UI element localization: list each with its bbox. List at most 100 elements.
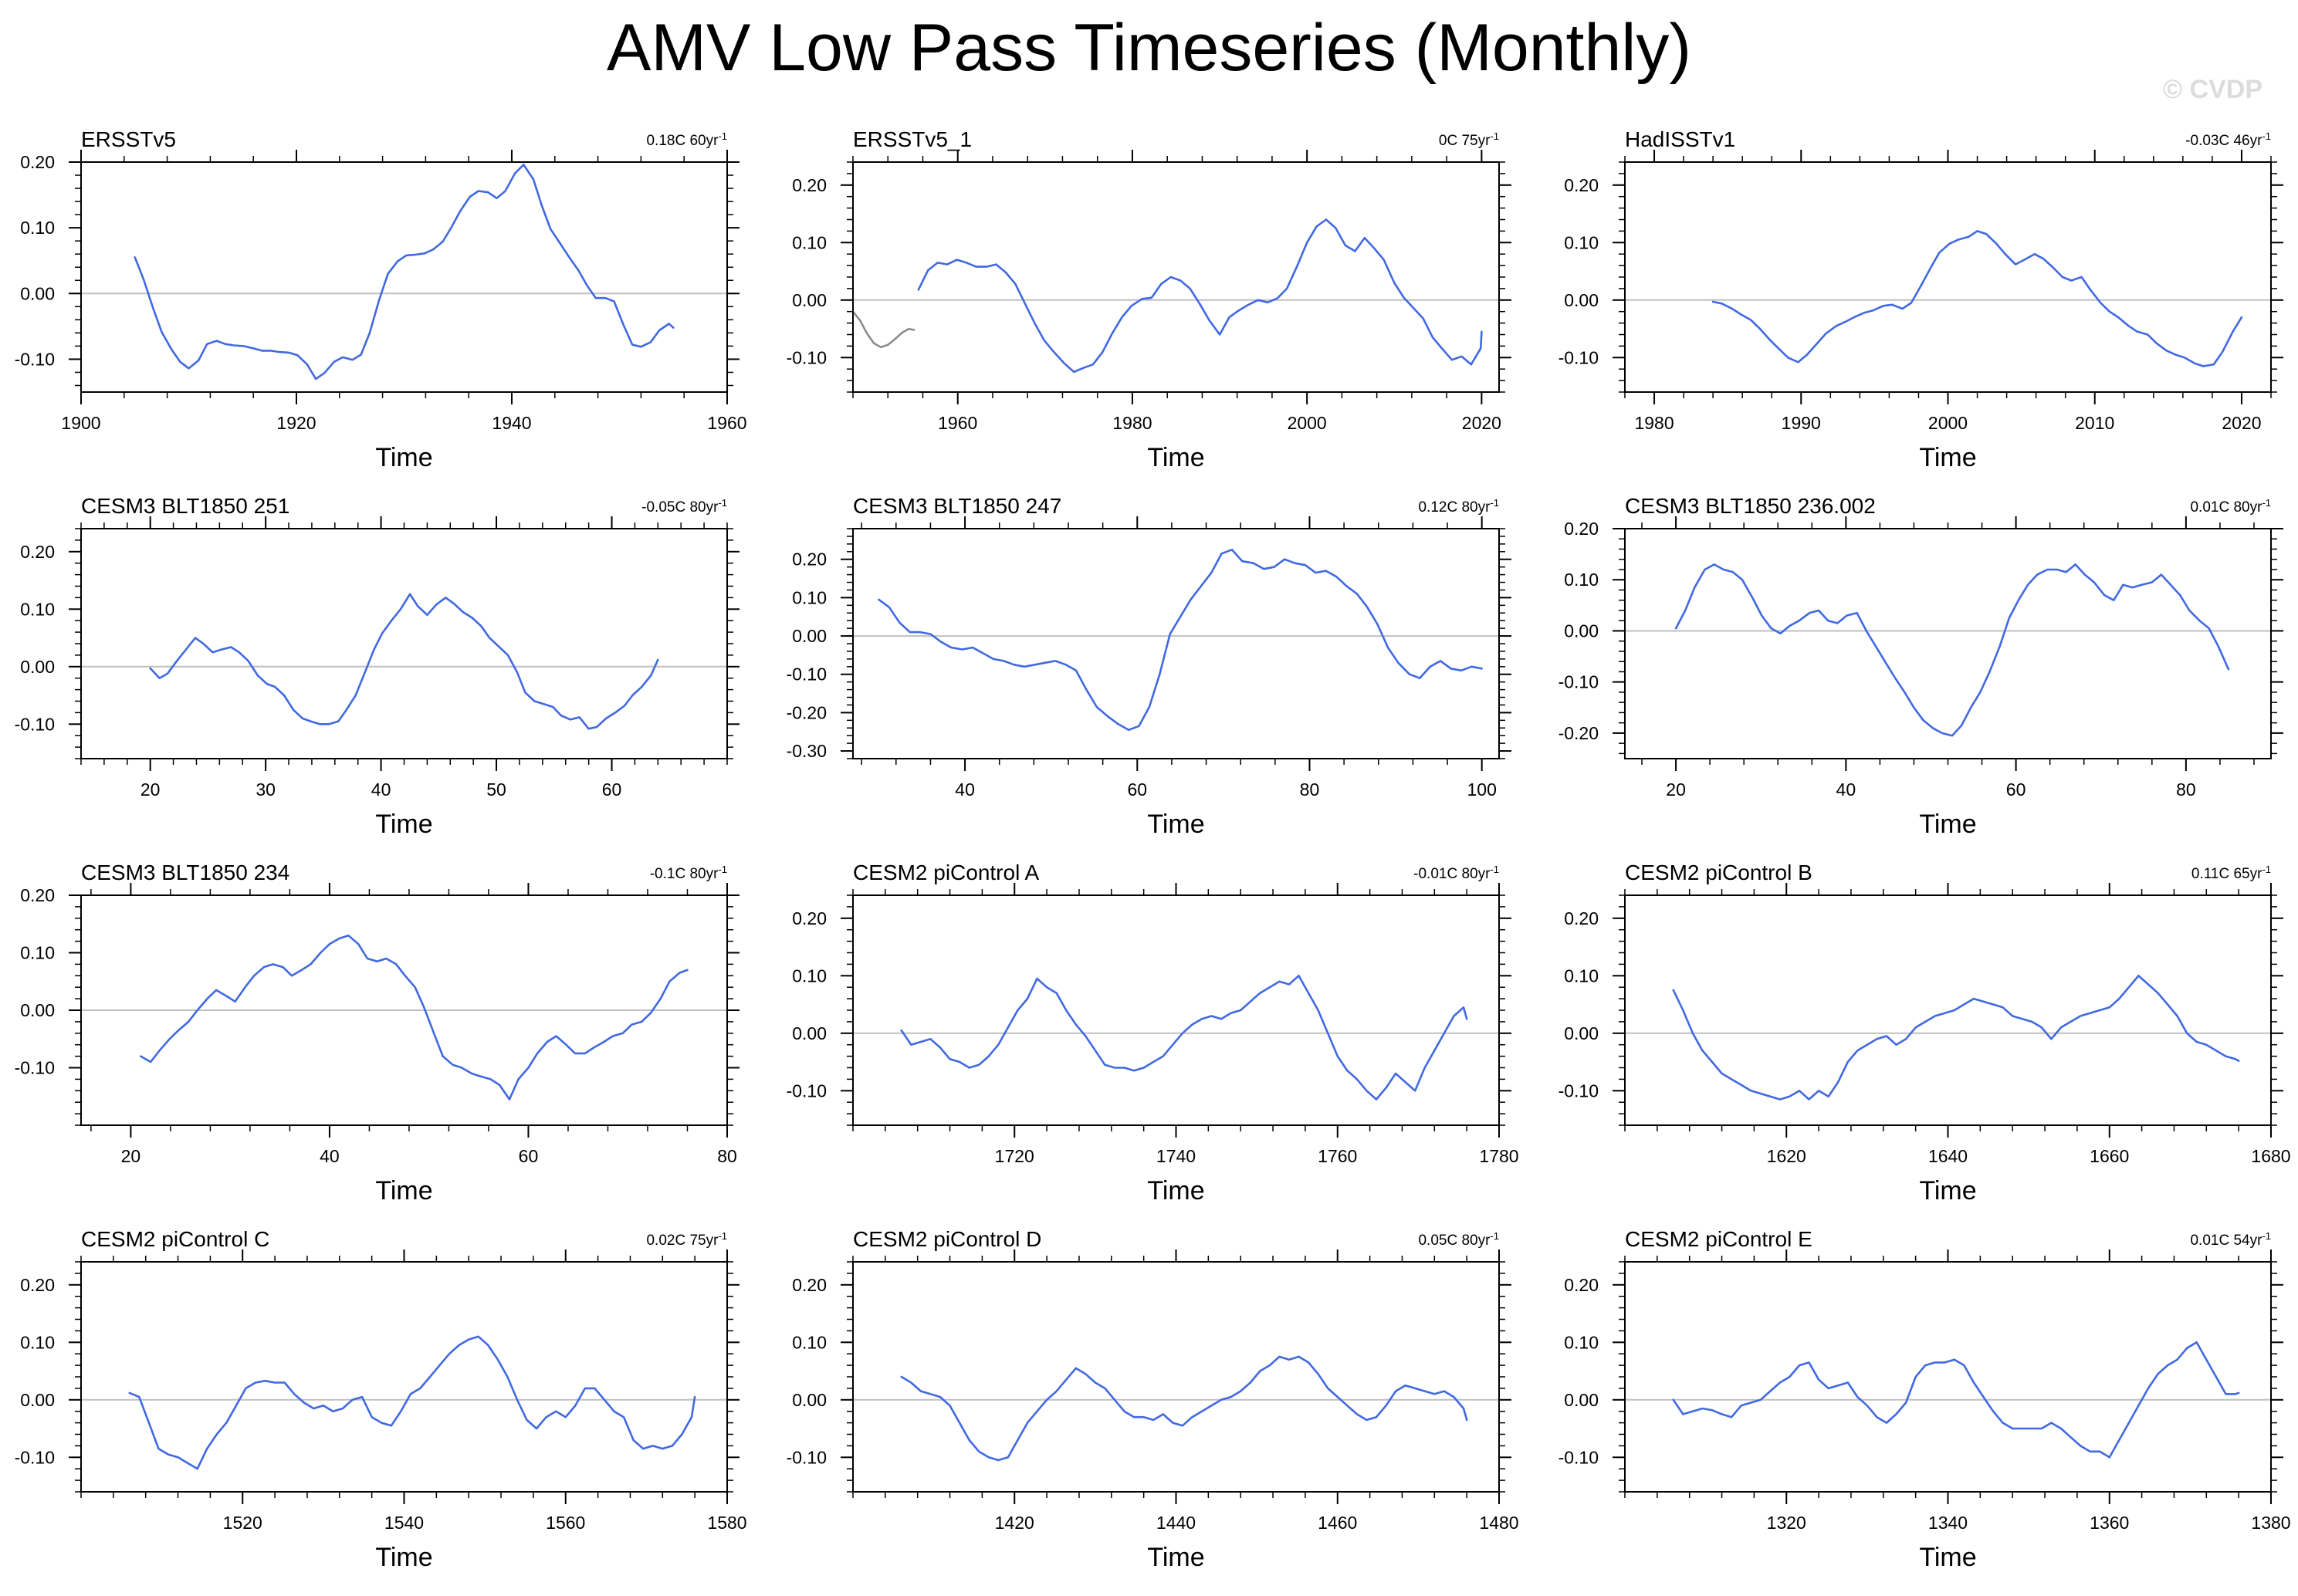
panel-5-x-tick-label: 60 xyxy=(1127,779,1147,800)
panel-8-x-tick-label: 1720 xyxy=(995,1146,1034,1166)
panel-1-frame xyxy=(80,161,728,393)
panel-9-title: CESM2 piControl B xyxy=(1625,861,1812,884)
panel-10-y-tick-label: 0.00 xyxy=(20,1390,55,1410)
panel-5-y-tick-label: 0.20 xyxy=(792,549,827,570)
panel-2-x-tick-label: 1980 xyxy=(1112,413,1152,433)
panel-10-stat-value: 0.02C 75yr xyxy=(646,1233,719,1249)
panel-4: CESM3 BLT1850 251 -0.05C 80yr-1 -0.10 0.00 0… xyxy=(15,494,739,839)
panel-9-stat: 0.11C 65yr-1 xyxy=(2191,864,2271,883)
panel-7-y-tick-label: 0.00 xyxy=(20,1000,55,1020)
panel-5-y-tick-label: -0.10 xyxy=(787,664,827,685)
panel-2-x-tick-label: 2000 xyxy=(1288,413,1327,433)
panel-3-x-tick-label: 1990 xyxy=(1782,413,1821,433)
panel-3-frame xyxy=(1624,161,2272,393)
panel-8-stat-exponent: -1 xyxy=(1490,864,1499,875)
figure-title: AMV Low Pass Timeseries (Monthly) xyxy=(606,11,1692,85)
panel-2-x-axis-label: Time xyxy=(1147,443,1204,472)
panel-5-y-tick-label: 0.00 xyxy=(792,626,827,646)
panel-11-stat-value: 0.05C 80yr xyxy=(1418,1233,1491,1249)
panel-3-y-tick-label: 0.20 xyxy=(1564,175,1599,195)
panel-11-x-tick-label: 1420 xyxy=(995,1513,1034,1533)
panel-1-x-axis-label: Time xyxy=(375,443,432,472)
panel-5-y-tick-label: -0.20 xyxy=(787,702,827,722)
panel-7-x-tick-label: 40 xyxy=(320,1146,340,1166)
panel-8: CESM2 piControl A -0.01C 80yr-1 -0.10 0.00 0… xyxy=(787,861,1519,1205)
panel-5-x-tick-label: 40 xyxy=(955,779,975,800)
panel-1-series-line xyxy=(134,164,675,380)
panel-5-x-tick-label: 100 xyxy=(1467,779,1496,800)
panel-11-stat-exponent: -1 xyxy=(1490,1230,1499,1242)
panel-6-x-tick-label: 60 xyxy=(2006,779,2026,800)
panel-1-y-tick-label: 0.10 xyxy=(20,218,55,238)
panel-8-y-tick-label: 0.20 xyxy=(792,908,827,928)
panel-10-y-tick-label: 0.10 xyxy=(20,1332,55,1352)
panel-10: CESM2 piControl C 0.02C 75yr-1 -0.10 0.00 0.… xyxy=(15,1227,747,1572)
panel-6-y-tick-label: 0.00 xyxy=(1564,620,1599,641)
panel-11: CESM2 piControl D 0.05C 80yr-1 -0.10 0.00 0.… xyxy=(787,1227,1519,1572)
panel-2-y-tick-label: 0.20 xyxy=(792,175,827,195)
panel-12-y-tick-label: 0.00 xyxy=(1564,1390,1599,1410)
panel-5-y-tick-label: -0.30 xyxy=(787,741,827,761)
panel-2: ERSSTv5_1 0C 75yr-1 -0.10 0.00 0.10 0.20 1960 1… xyxy=(787,127,1511,472)
panel-9-y-tick-label: 0.10 xyxy=(1564,965,1599,986)
panel-8-stat-value: -0.01C 80yr xyxy=(1413,866,1491,882)
panel-12-x-axis-label: Time xyxy=(1919,1543,1976,1572)
panel-9-series-line xyxy=(1672,975,2240,1101)
panel-3-stat: -0.03C 46yr-1 xyxy=(2185,130,2271,150)
panel-10-x-tick-label: 1540 xyxy=(384,1513,424,1533)
panel-5-title: CESM3 BLT1850 247 xyxy=(853,494,1061,518)
panel-12-y-tick-label: 0.20 xyxy=(1564,1275,1599,1295)
panel-7-x-tick-label: 60 xyxy=(519,1146,539,1166)
panel-6-series-line xyxy=(1674,563,2230,737)
panel-2-y-tick-label: -0.10 xyxy=(787,347,827,367)
panel-2-stat: 0C 75yr-1 xyxy=(1439,130,1499,150)
panel-6-y-tick-label: -0.10 xyxy=(1559,672,1599,692)
panel-5-series-line xyxy=(878,548,1483,732)
panel-1-x-tick-label: 1960 xyxy=(707,413,746,433)
panel-2-frame xyxy=(852,161,1500,393)
panel-6-y-tick-label: -0.20 xyxy=(1559,723,1599,743)
panel-1-y-tick-label: 0.20 xyxy=(20,152,55,172)
panel-4-x-tick-label: 60 xyxy=(602,779,622,800)
panel-5-frame xyxy=(852,528,1500,759)
panel-3-y-tick-label: 0.10 xyxy=(1564,232,1599,252)
panel-4-stat: -0.05C 80yr-1 xyxy=(641,497,727,516)
panel-12: CESM2 piControl E 0.01C 54yr-1 -0.10 0.00 0.… xyxy=(1559,1227,2291,1572)
panel-4-y-tick-label: -0.10 xyxy=(15,714,55,734)
panel-10-y-tick-label: 0.20 xyxy=(20,1275,55,1295)
panel-3-stat-exponent: -1 xyxy=(2262,130,2271,142)
panel-4-x-tick-label: 20 xyxy=(140,779,161,800)
panel-1-y-tick-label: -0.10 xyxy=(15,349,55,369)
panel-4-title: CESM3 BLT1850 251 xyxy=(81,494,289,518)
panel-2-y-tick-label: 0.10 xyxy=(792,232,827,252)
panel-1-stat-exponent: -1 xyxy=(718,130,727,142)
panel-7-x-tick-label: 20 xyxy=(121,1146,141,1166)
panel-2-x-tick-label: 1960 xyxy=(938,413,977,433)
panel-8-x-tick-label: 1760 xyxy=(1318,1146,1357,1166)
panel-7-y-tick-label: 0.10 xyxy=(20,943,55,963)
panel-5-stat-exponent: -1 xyxy=(1490,497,1499,509)
panel-9: CESM2 piControl B 0.11C 65yr-1 -0.10 0.00 0.… xyxy=(1559,861,2291,1205)
panel-4-frame xyxy=(80,528,728,759)
panel-8-y-tick-label: 0.00 xyxy=(792,1023,827,1043)
panel-9-y-tick-label: 0.20 xyxy=(1564,908,1599,928)
panel-12-x-tick-label: 1360 xyxy=(2090,1513,2129,1533)
panel-7-title: CESM3 BLT1850 234 xyxy=(81,861,289,884)
panel-9-stat-exponent: -1 xyxy=(2262,864,2271,875)
cvdp-watermark: © CVDP xyxy=(2163,75,2262,104)
panel-8-x-tick-label: 1780 xyxy=(1479,1146,1518,1166)
panel-1-x-tick-label: 1920 xyxy=(276,413,316,433)
panel-5-x-tick-label: 80 xyxy=(1300,779,1320,800)
panel-10-stat-exponent: -1 xyxy=(718,1230,727,1242)
panel-7-x-tick-label: 80 xyxy=(717,1146,737,1166)
panel-11-x-tick-label: 1440 xyxy=(1156,1513,1196,1533)
panel-8-y-tick-label: 0.10 xyxy=(792,965,827,986)
panel-4-stat-exponent: -1 xyxy=(718,497,727,509)
panel-3-title: HadISSTv1 xyxy=(1625,127,1735,151)
panel-10-x-axis-label: Time xyxy=(375,1543,432,1572)
panel-6-x-axis-label: Time xyxy=(1919,810,1976,839)
panel-1-stat-value: 0.18C 60yr xyxy=(646,133,719,149)
panel-9-y-tick-label: -0.10 xyxy=(1559,1080,1599,1101)
panel-10-y-tick-label: -0.10 xyxy=(15,1447,55,1467)
panel-8-x-tick-label: 1740 xyxy=(1156,1146,1196,1166)
